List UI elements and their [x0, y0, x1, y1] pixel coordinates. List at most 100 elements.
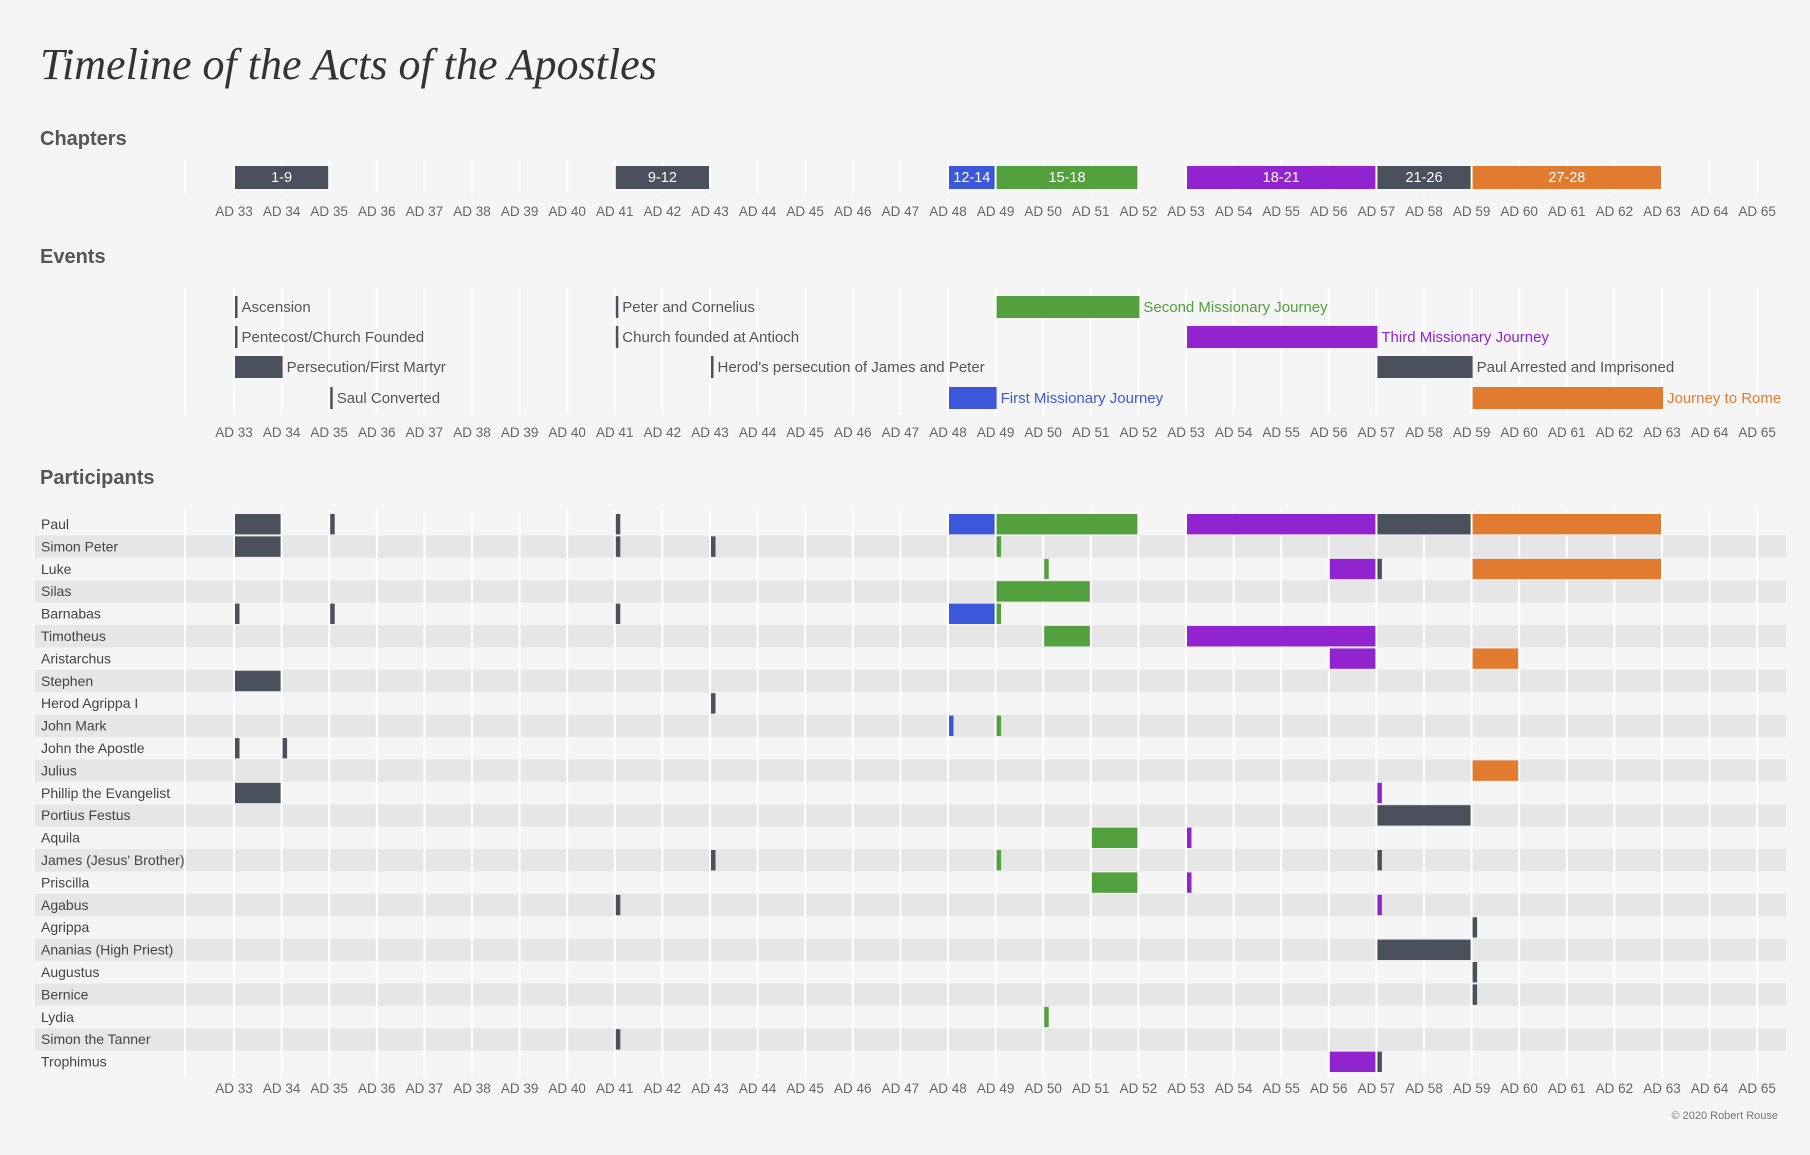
chapter-label: 1-9	[271, 170, 292, 186]
participant-name: Paul	[41, 516, 69, 532]
axis-tick-label: AD 57	[1358, 1081, 1396, 1096]
participant-name: Phillip the Evangelist	[41, 785, 170, 801]
chapter-label: 9-12	[648, 170, 677, 186]
chapter-bar	[235, 166, 329, 189]
axis-tick-label: AD 59	[1453, 204, 1491, 219]
participant-event-tick	[330, 514, 335, 535]
axis-tick-label: AD 62	[1596, 204, 1634, 219]
participant-span-bar	[996, 514, 1138, 535]
axis-tick-label: AD 33	[215, 425, 253, 440]
chapter-bar	[1472, 166, 1661, 189]
participant-span-bar	[1044, 626, 1090, 647]
axis-tick-label: AD 52	[1120, 204, 1158, 219]
participant-name: Barnabas	[41, 606, 101, 622]
axis-tick-label: AD 60	[1500, 1081, 1538, 1096]
participant-name: Agabus	[41, 897, 88, 913]
participant-event-tick	[1187, 827, 1192, 848]
participant-name: James (Jesus' Brother)	[41, 852, 185, 868]
axis-tick-label: AD 62	[1596, 1081, 1634, 1096]
event-label: Pentecost/Church Founded	[242, 329, 425, 346]
axis-tick-label: AD 61	[1548, 204, 1586, 219]
axis-tick-label: AD 47	[882, 425, 920, 440]
participant-name: Luke	[41, 561, 72, 577]
participant-span-bar	[949, 603, 995, 624]
axis-tick-label: AD 59	[1453, 1081, 1491, 1096]
axis-tick-label: AD 43	[691, 204, 729, 219]
section-title-chapters: Chapters	[40, 128, 127, 150]
axis-tick-label: AD 63	[1643, 425, 1681, 440]
participant-span-bar	[235, 536, 281, 557]
row-band	[35, 625, 1786, 648]
axis-tick-label: AD 54	[1215, 1081, 1253, 1096]
participant-name: Simon the Tanner	[41, 1031, 151, 1047]
event-bar	[711, 356, 714, 378]
axis-tick-label: AD 35	[310, 204, 348, 219]
participant-event-tick	[330, 603, 335, 624]
chapter-label: 12-14	[953, 170, 990, 186]
participant-name: Simon Peter	[41, 538, 118, 554]
event-bar	[949, 387, 997, 409]
axis-tick-label: AD 63	[1643, 204, 1681, 219]
axis-tick-label: AD 45	[786, 204, 824, 219]
participant-name: John Mark	[41, 718, 107, 734]
participant-event-tick	[711, 693, 716, 714]
axis-tick-label: AD 64	[1691, 425, 1729, 440]
axis-tick-label: AD 40	[548, 1081, 586, 1096]
axis-tick-label: AD 42	[644, 425, 682, 440]
participant-event-tick	[1377, 782, 1382, 804]
chapter-label: 21-26	[1405, 170, 1442, 186]
event-bar	[330, 387, 333, 409]
axis-tick-label: AD 58	[1405, 425, 1443, 440]
axis-tick-label: AD 43	[691, 1081, 729, 1096]
axis-tick-label: AD 64	[1691, 204, 1729, 219]
axis-tick-label: AD 64	[1691, 1081, 1729, 1096]
participant-event-tick	[1044, 558, 1049, 580]
participant-event-tick	[1377, 558, 1382, 580]
axis-tick-label: AD 40	[548, 204, 586, 219]
event-label: Herod's persecution of James and Peter	[718, 359, 985, 376]
axis-tick-label: AD 56	[1310, 204, 1348, 219]
section-title-participants: Participants	[40, 467, 154, 489]
participant-name: Ananias (High Priest)	[41, 942, 173, 958]
axis-tick-label: AD 46	[834, 1081, 872, 1096]
axis-tick-label: AD 38	[453, 425, 491, 440]
participant-span-bar	[1377, 939, 1471, 960]
participant-name: Julius	[41, 762, 77, 778]
axis-tick-label: AD 48	[929, 425, 967, 440]
axis-tick-label: AD 53	[1167, 204, 1205, 219]
participant-event-tick	[996, 715, 1002, 736]
participant-name: Portius Festus	[41, 807, 130, 823]
participant-event-tick	[1472, 917, 1478, 938]
participant-event-tick	[615, 536, 621, 557]
participant-event-tick	[615, 1029, 621, 1050]
row-band	[35, 849, 1786, 872]
event-bar	[235, 296, 238, 318]
axis-tick-label: AD 42	[644, 204, 682, 219]
chart-title: Timeline of the Acts of the Apostles	[40, 40, 657, 89]
participant-span-bar	[1377, 514, 1471, 535]
axis-tick-label: AD 53	[1167, 1081, 1205, 1096]
participant-event-tick	[1472, 962, 1478, 983]
axis-tick-label: AD 47	[882, 204, 920, 219]
row-band	[35, 938, 1786, 961]
axis-tick-label: AD 44	[739, 425, 777, 440]
participant-span-bar	[996, 581, 1090, 602]
axis-tick-label: AD 38	[453, 204, 491, 219]
axis-tick-label: AD 35	[310, 1081, 348, 1096]
participant-span-bar	[1091, 872, 1138, 893]
participant-event-tick	[615, 894, 621, 916]
participant-span-bar	[1187, 626, 1376, 647]
axis-tick-label: AD 54	[1215, 425, 1253, 440]
event-bar	[1377, 356, 1473, 378]
axis-tick-label: AD 61	[1548, 1081, 1586, 1096]
event-bar	[1472, 387, 1663, 409]
participant-event-tick	[1044, 1006, 1049, 1028]
event-label: Journey to Rome	[1667, 390, 1781, 407]
row-band	[35, 580, 1786, 603]
axis-tick-label: AD 55	[1262, 425, 1300, 440]
participant-event-tick	[949, 715, 954, 736]
participant-event-tick	[1377, 1051, 1382, 1072]
event-label: Second Missionary Journey	[1143, 299, 1328, 316]
axis-tick-label: AD 41	[596, 1081, 634, 1096]
participant-span-bar	[1377, 805, 1471, 826]
